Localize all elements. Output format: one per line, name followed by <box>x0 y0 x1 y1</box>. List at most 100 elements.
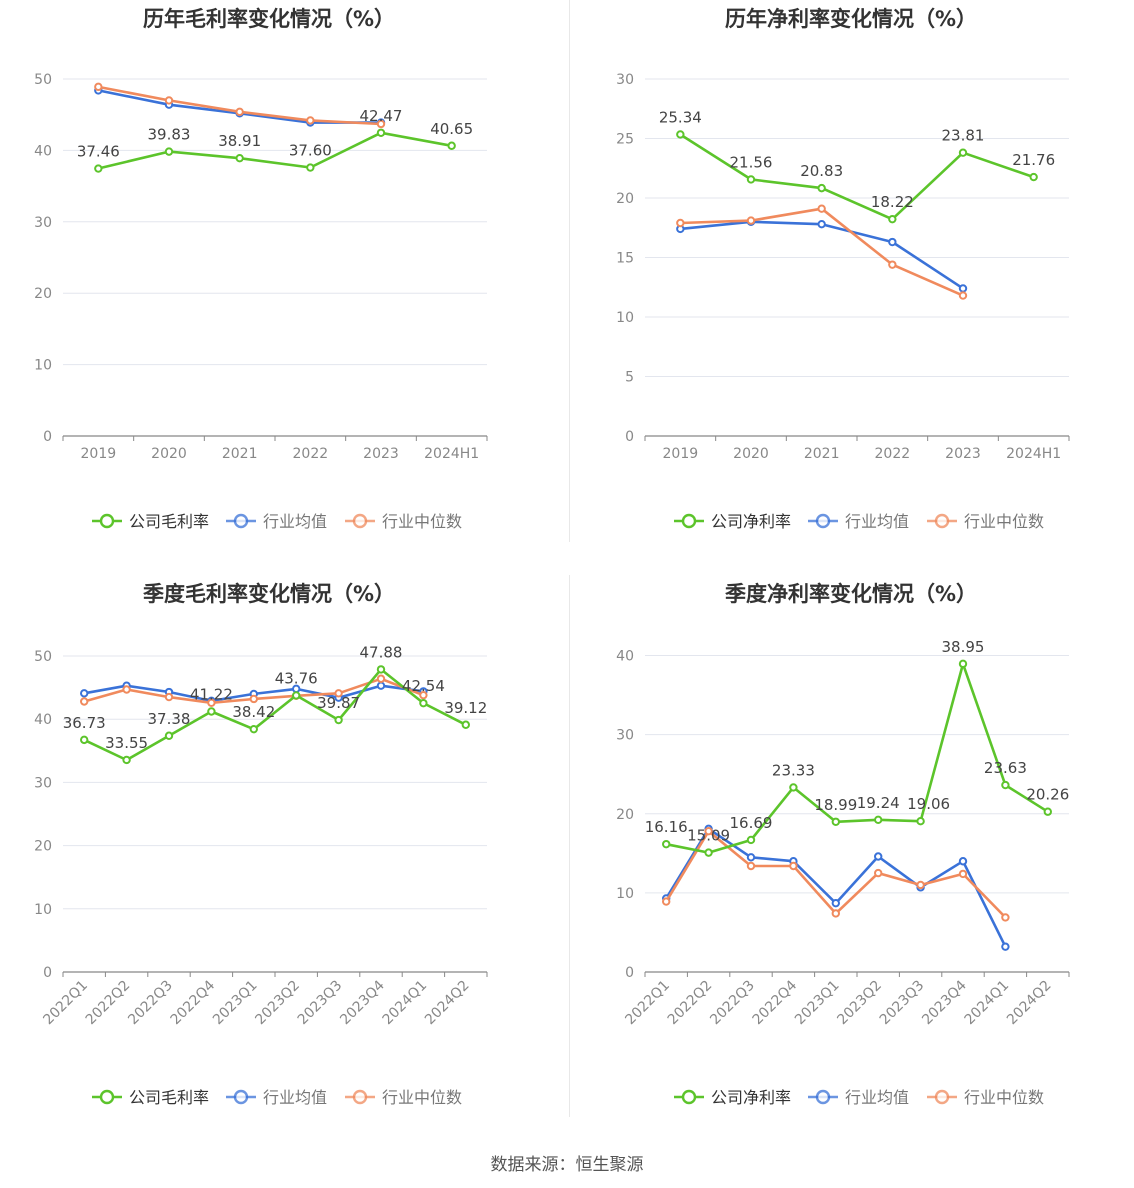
data-point-average <box>80 689 89 698</box>
data-point-company <box>676 130 685 139</box>
chart-quarterly-gross-margin: 季度毛利率变化情况（%） 0 10 20 30 40 50 2022Q1 2022Q2 2022Q… <box>0 575 567 1150</box>
data-point-company <box>789 783 798 792</box>
x-tick-label: 2023Q4 <box>337 977 388 1028</box>
data-label: 36.73 <box>63 714 106 732</box>
data-label: 41.22 <box>190 685 233 703</box>
data-label: 20.26 <box>1026 786 1069 804</box>
legend-label: 行业均值 <box>845 512 909 531</box>
data-point-average <box>746 853 756 862</box>
x-tick-label: 2022Q4 <box>168 977 219 1028</box>
y-tick-label: 5 <box>625 370 634 386</box>
x-tick-label: 2023 <box>945 446 981 462</box>
legend-item-median: 行业中位数 <box>927 512 1044 531</box>
legend-item-median: 行业中位数 <box>345 512 462 531</box>
data-point-company <box>874 815 883 824</box>
y-tick-label: 20 <box>34 839 52 855</box>
series-line-company <box>679 133 1035 221</box>
x-tick-label: 2022Q1 <box>40 978 91 1029</box>
data-label: 18.99 <box>814 796 857 814</box>
data-point-median <box>306 116 315 125</box>
x-tick-label: 2022 <box>293 446 329 462</box>
data-point-average <box>376 681 386 690</box>
y-tick-label: 15 <box>616 251 634 267</box>
legend-label: 行业中位数 <box>382 512 462 531</box>
data-point-median <box>817 204 826 213</box>
data-label: 23.33 <box>772 761 815 779</box>
y-tick-label: 10 <box>616 310 634 326</box>
x-tick-label: 2024Q2 <box>422 978 473 1029</box>
x-tick-label: 2023Q3 <box>877 978 928 1029</box>
legend-label: 行业中位数 <box>964 512 1044 531</box>
y-tick-label: 40 <box>34 712 52 728</box>
data-point-median <box>164 692 174 702</box>
x-tick-label: 2024Q2 <box>1004 978 1055 1029</box>
data-label: 39.83 <box>148 126 191 144</box>
source-note: 数据来源：恒生聚源 <box>490 1155 644 1175</box>
series-line-average <box>665 827 1007 948</box>
data-point-median <box>80 697 89 706</box>
legend-label: 公司净利率 <box>711 1088 791 1107</box>
x-tick-label: 2022Q1 <box>622 978 673 1029</box>
chart-annual-gross-margin: 历年毛利率变化情况（%） 0 10 20 30 40 50 2019 2020 2021 2022 2… <box>0 0 567 575</box>
legend-item-median: 行业中位数 <box>927 1088 1044 1107</box>
data-point-median <box>676 218 685 228</box>
data-point-company <box>662 839 671 849</box>
data-point-company <box>419 698 428 708</box>
x-tick-label: 2022Q3 <box>707 978 758 1029</box>
data-label: 42.54 <box>402 677 445 695</box>
data-point-company <box>916 817 925 826</box>
data-label: 38.42 <box>232 703 275 721</box>
x-tick-label: 2020 <box>151 446 187 462</box>
data-point-average <box>958 857 968 866</box>
data-point-company <box>306 163 315 172</box>
data-point-median <box>958 869 968 879</box>
divider-bottom <box>569 575 570 1117</box>
series-line-company <box>97 131 452 170</box>
legend-label: 公司毛利率 <box>129 1088 209 1107</box>
x-tick-label: 2024Q1 <box>380 978 431 1029</box>
y-tick-label: 10 <box>34 358 52 374</box>
legend-label: 行业中位数 <box>382 1088 462 1107</box>
x-tick-label: 2022Q3 <box>125 978 176 1029</box>
y-tick-label: 30 <box>616 728 634 744</box>
data-point-company <box>122 755 131 765</box>
chart-svg-annual-gross: 历年毛利率变化情况（%） 0 10 20 30 40 50 2019 2020 2021 2022 2… <box>34 7 488 531</box>
data-point-median <box>334 689 343 698</box>
y-tick-label: 40 <box>616 649 634 665</box>
x-tick-label: 2022 <box>875 446 911 462</box>
legend-item-company: 公司净利率 <box>674 1088 791 1107</box>
chart-svg-quarterly-net: 季度净利率变化情况（%）0102030402022Q12022Q22022Q32… <box>616 582 1070 1107</box>
chart-svg-quarterly-gross: 季度毛利率变化情况（%）010203040502022Q12022Q22022Q… <box>34 582 488 1107</box>
data-point-company <box>831 817 841 826</box>
data-point-median <box>958 291 968 300</box>
data-point-company <box>447 141 456 150</box>
chart-svg-annual-net: 历年净利率变化情况（%） 0 5 10 15 20 25 30 2019 2020 2021 2022… <box>616 7 1070 531</box>
x-tick-label: 2021 <box>222 446 258 462</box>
chart-quarterly-net-margin: 季度净利率变化情况（%） 0 10 20 30 40 2022Q1 2022Q2 2022Q3 2… <box>582 575 1134 1150</box>
legend-item-average: 行业均值 <box>226 1088 327 1107</box>
data-point-average <box>817 219 826 229</box>
data-label: 40.65 <box>430 120 473 138</box>
legend-marker-icon <box>815 513 831 529</box>
data-point-median <box>419 690 428 700</box>
legend-marker-icon <box>352 513 368 529</box>
y-tick-label: 10 <box>34 902 52 918</box>
data-label: 20.83 <box>800 162 843 180</box>
data-label: 38.95 <box>942 638 985 656</box>
data-point-median <box>249 694 259 704</box>
legend-marker-icon <box>934 513 950 529</box>
data-point-company <box>80 735 89 745</box>
y-tick-label: 30 <box>34 215 52 231</box>
data-point-company <box>249 724 259 734</box>
data-label: 23.81 <box>942 127 985 145</box>
legend-marker-icon <box>233 1089 249 1105</box>
data-point-median <box>874 868 883 878</box>
data-point-median <box>94 82 103 92</box>
series-line-median <box>98 85 382 126</box>
divider-top <box>569 0 570 542</box>
legend-item-company: 公司毛利率 <box>92 1088 209 1107</box>
data-point-company <box>704 848 713 857</box>
chart-title: 历年净利率变化情况（%） <box>725 7 977 31</box>
x-tick-label: 2022Q2 <box>83 978 134 1029</box>
data-point-company <box>958 659 968 669</box>
